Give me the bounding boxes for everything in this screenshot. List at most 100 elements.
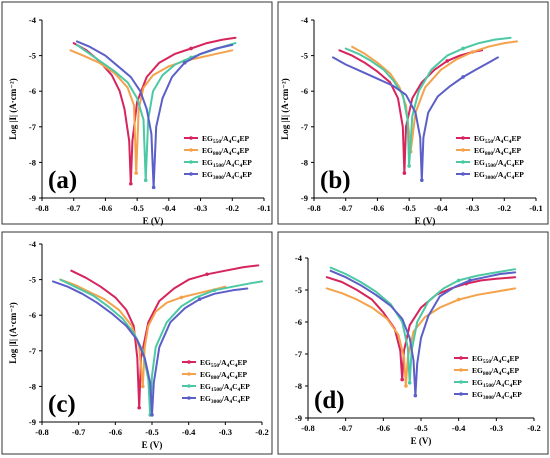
y-tick-label: -4 — [29, 15, 37, 25]
panel-0: -0.8 -0.7 -0.6 -0.5 -0.4 -0.3 -0.2 -0.1 -4 -5 -6 -7… — [1, 1, 273, 226]
text-run: /A — [221, 394, 230, 403]
text-run: C — [234, 158, 239, 167]
text-run: EG — [474, 158, 485, 167]
series-point-min-3 — [150, 413, 154, 417]
series-line-3 — [75, 40, 234, 189]
series-point-3 — [197, 297, 202, 301]
x-tick-label: -0.4 — [452, 423, 466, 433]
series-point-0 — [445, 59, 450, 63]
text-run: EP — [514, 170, 524, 179]
legend-label-0: EG550/A4C4EP — [202, 134, 250, 145]
series-line-1 — [351, 40, 518, 153]
text-run: EG — [202, 170, 213, 179]
text-run: C — [229, 358, 234, 367]
panel-2: -0.8 -0.7 -0.6 -0.5 -0.4 -0.3 -0.2 -4 -5 -6 -7 -8 -9… — [1, 231, 273, 455]
text-run: EP — [510, 366, 520, 375]
series-point-1 — [470, 50, 475, 54]
subscript: 800 — [485, 151, 494, 157]
series-point-min-1 — [141, 384, 145, 389]
x-tick-label: -0.4 — [434, 203, 448, 213]
text-run: EP — [512, 378, 522, 387]
text-run: EP — [514, 158, 524, 167]
text-run: EP — [240, 382, 250, 391]
x-tick-label: -0.3 — [219, 427, 232, 437]
subscript: 4 — [501, 383, 504, 389]
text-run: EP — [240, 146, 250, 155]
text-run: EP — [242, 170, 252, 179]
x-axis-title: E (V) — [415, 216, 436, 226]
text-run: /A — [493, 378, 502, 387]
series-point-min-2 — [407, 381, 412, 385]
text-run: EG — [200, 382, 211, 391]
y-tick-label: -5 — [29, 275, 36, 285]
legend-marker-3 — [461, 172, 465, 176]
y-tick-label: -8 — [295, 381, 302, 391]
text-run: C — [229, 370, 234, 379]
subscript: 4 — [509, 139, 512, 145]
series-point-min-3 — [420, 178, 424, 182]
x-axis-title: E (V) — [411, 436, 432, 446]
subscript: 4 — [507, 359, 510, 365]
text-run: C — [506, 158, 511, 167]
panel-label: (c) — [48, 391, 76, 418]
text-run: C — [506, 170, 511, 179]
y-tick-label: -8 — [29, 381, 36, 391]
subscript: 4 — [231, 163, 234, 169]
legend-label-0: EG550/A4C4EP — [200, 358, 248, 369]
subscript: 1500 — [485, 163, 496, 169]
text-run: /A — [492, 134, 501, 143]
panel-label: (d) — [314, 387, 345, 414]
y-tick-label: -8 — [301, 157, 308, 167]
subscript: 4 — [229, 399, 232, 405]
series-point-1 — [456, 297, 461, 302]
legend-marker-2 — [189, 160, 193, 164]
y-tick-label: -5 — [295, 285, 302, 295]
y-tick-label: -4 — [295, 253, 303, 263]
series-line-1 — [69, 49, 234, 175]
series-line-0 — [72, 36, 237, 185]
text-run: C — [503, 146, 508, 155]
x-tick-label: -0.7 — [67, 203, 81, 213]
legend-marker-2 — [187, 384, 191, 388]
x-tick-label: -0.3 — [194, 203, 207, 213]
y-tick-label: -9 — [301, 193, 308, 203]
legend-marker-1 — [459, 368, 463, 372]
x-tick-label: -0.5 — [130, 203, 143, 213]
text-run: /A — [495, 158, 504, 167]
text-run: EG — [474, 134, 485, 143]
legend-marker-1 — [461, 148, 465, 152]
subscript: 800 — [211, 375, 220, 381]
legend-marker-0 — [189, 136, 193, 140]
text-run: C — [231, 146, 236, 155]
series-point-min-1 — [404, 384, 408, 388]
series-point-2 — [212, 288, 217, 293]
x-tick-label: -0.4 — [162, 203, 176, 213]
series-point-3 — [468, 278, 472, 283]
x-tick-label: -0.8 — [35, 427, 48, 437]
series-point-2 — [456, 278, 461, 283]
y-tick-label: -6 — [295, 317, 302, 327]
x-tick-label: -0.3 — [466, 203, 479, 213]
x-tick-label: -0.2 — [527, 423, 540, 433]
subscript: 4 — [512, 163, 515, 169]
legend-label-0: EG550/A4C4EP — [472, 354, 520, 365]
panel-frame — [277, 1, 549, 225]
x-tick-label: -0.8 — [35, 203, 48, 213]
y-tick-label: -9 — [295, 413, 302, 423]
legend-label-1: EG800/A4C4EP — [202, 146, 250, 157]
subscript: 1500 — [213, 163, 224, 169]
x-tick-label: -0.2 — [255, 427, 268, 437]
y-tick-label: -7 — [301, 122, 309, 132]
text-run: EG — [474, 146, 485, 155]
x-tick-label: -0.5 — [145, 427, 158, 437]
x-tick-label: -0.4 — [182, 427, 196, 437]
series-point-3 — [182, 60, 187, 65]
y-tick-label: -4 — [29, 239, 37, 249]
text-run: /A — [220, 134, 229, 143]
text-run: EP — [242, 158, 252, 167]
series-point-min-0 — [402, 171, 407, 175]
subscript: 4 — [229, 151, 232, 157]
y-tick-label: -7 — [29, 122, 37, 132]
legend-marker-1 — [189, 148, 193, 152]
text-run: /A — [493, 390, 502, 399]
